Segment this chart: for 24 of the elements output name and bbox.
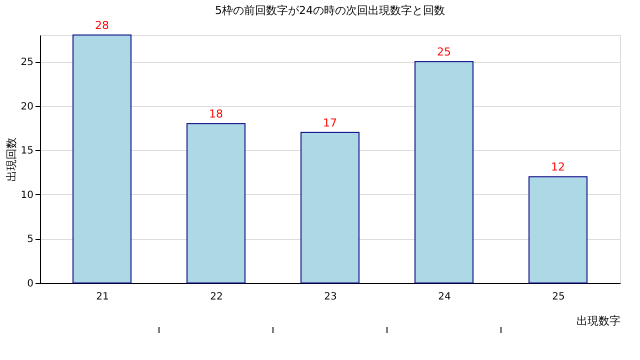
data-label: 18 [209, 108, 223, 121]
y-tick-label: 20 [20, 101, 34, 112]
y-tick-label: 5 [27, 234, 34, 246]
bar [72, 34, 132, 284]
y-tick-label: 25 [20, 57, 34, 68]
x-tick-label: 24 [438, 292, 451, 302]
y-tick-label: 0 [27, 278, 34, 290]
data-label: 12 [551, 160, 565, 174]
data-label: 17 [323, 116, 337, 130]
y-tick-label: 15 [20, 146, 34, 157]
data-label: 28 [95, 19, 109, 32]
data-label: 25 [437, 46, 451, 59]
y-tick-label: 10 [20, 190, 34, 201]
x-tick-label: 23 [324, 292, 337, 302]
y-axis-title: 出現回数 [4, 138, 18, 182]
x-axis-title: 出現数字 [576, 314, 620, 328]
x-tick-label: 22 [210, 292, 223, 302]
bar [300, 132, 360, 284]
bar [186, 123, 246, 284]
bar [528, 176, 588, 284]
bar [414, 61, 474, 284]
chart-title: 5枠の前回数字が24の時の次回出現数字と回数 [215, 4, 445, 17]
x-tick-label: 21 [96, 292, 109, 302]
x-tick-label: 25 [552, 292, 565, 302]
